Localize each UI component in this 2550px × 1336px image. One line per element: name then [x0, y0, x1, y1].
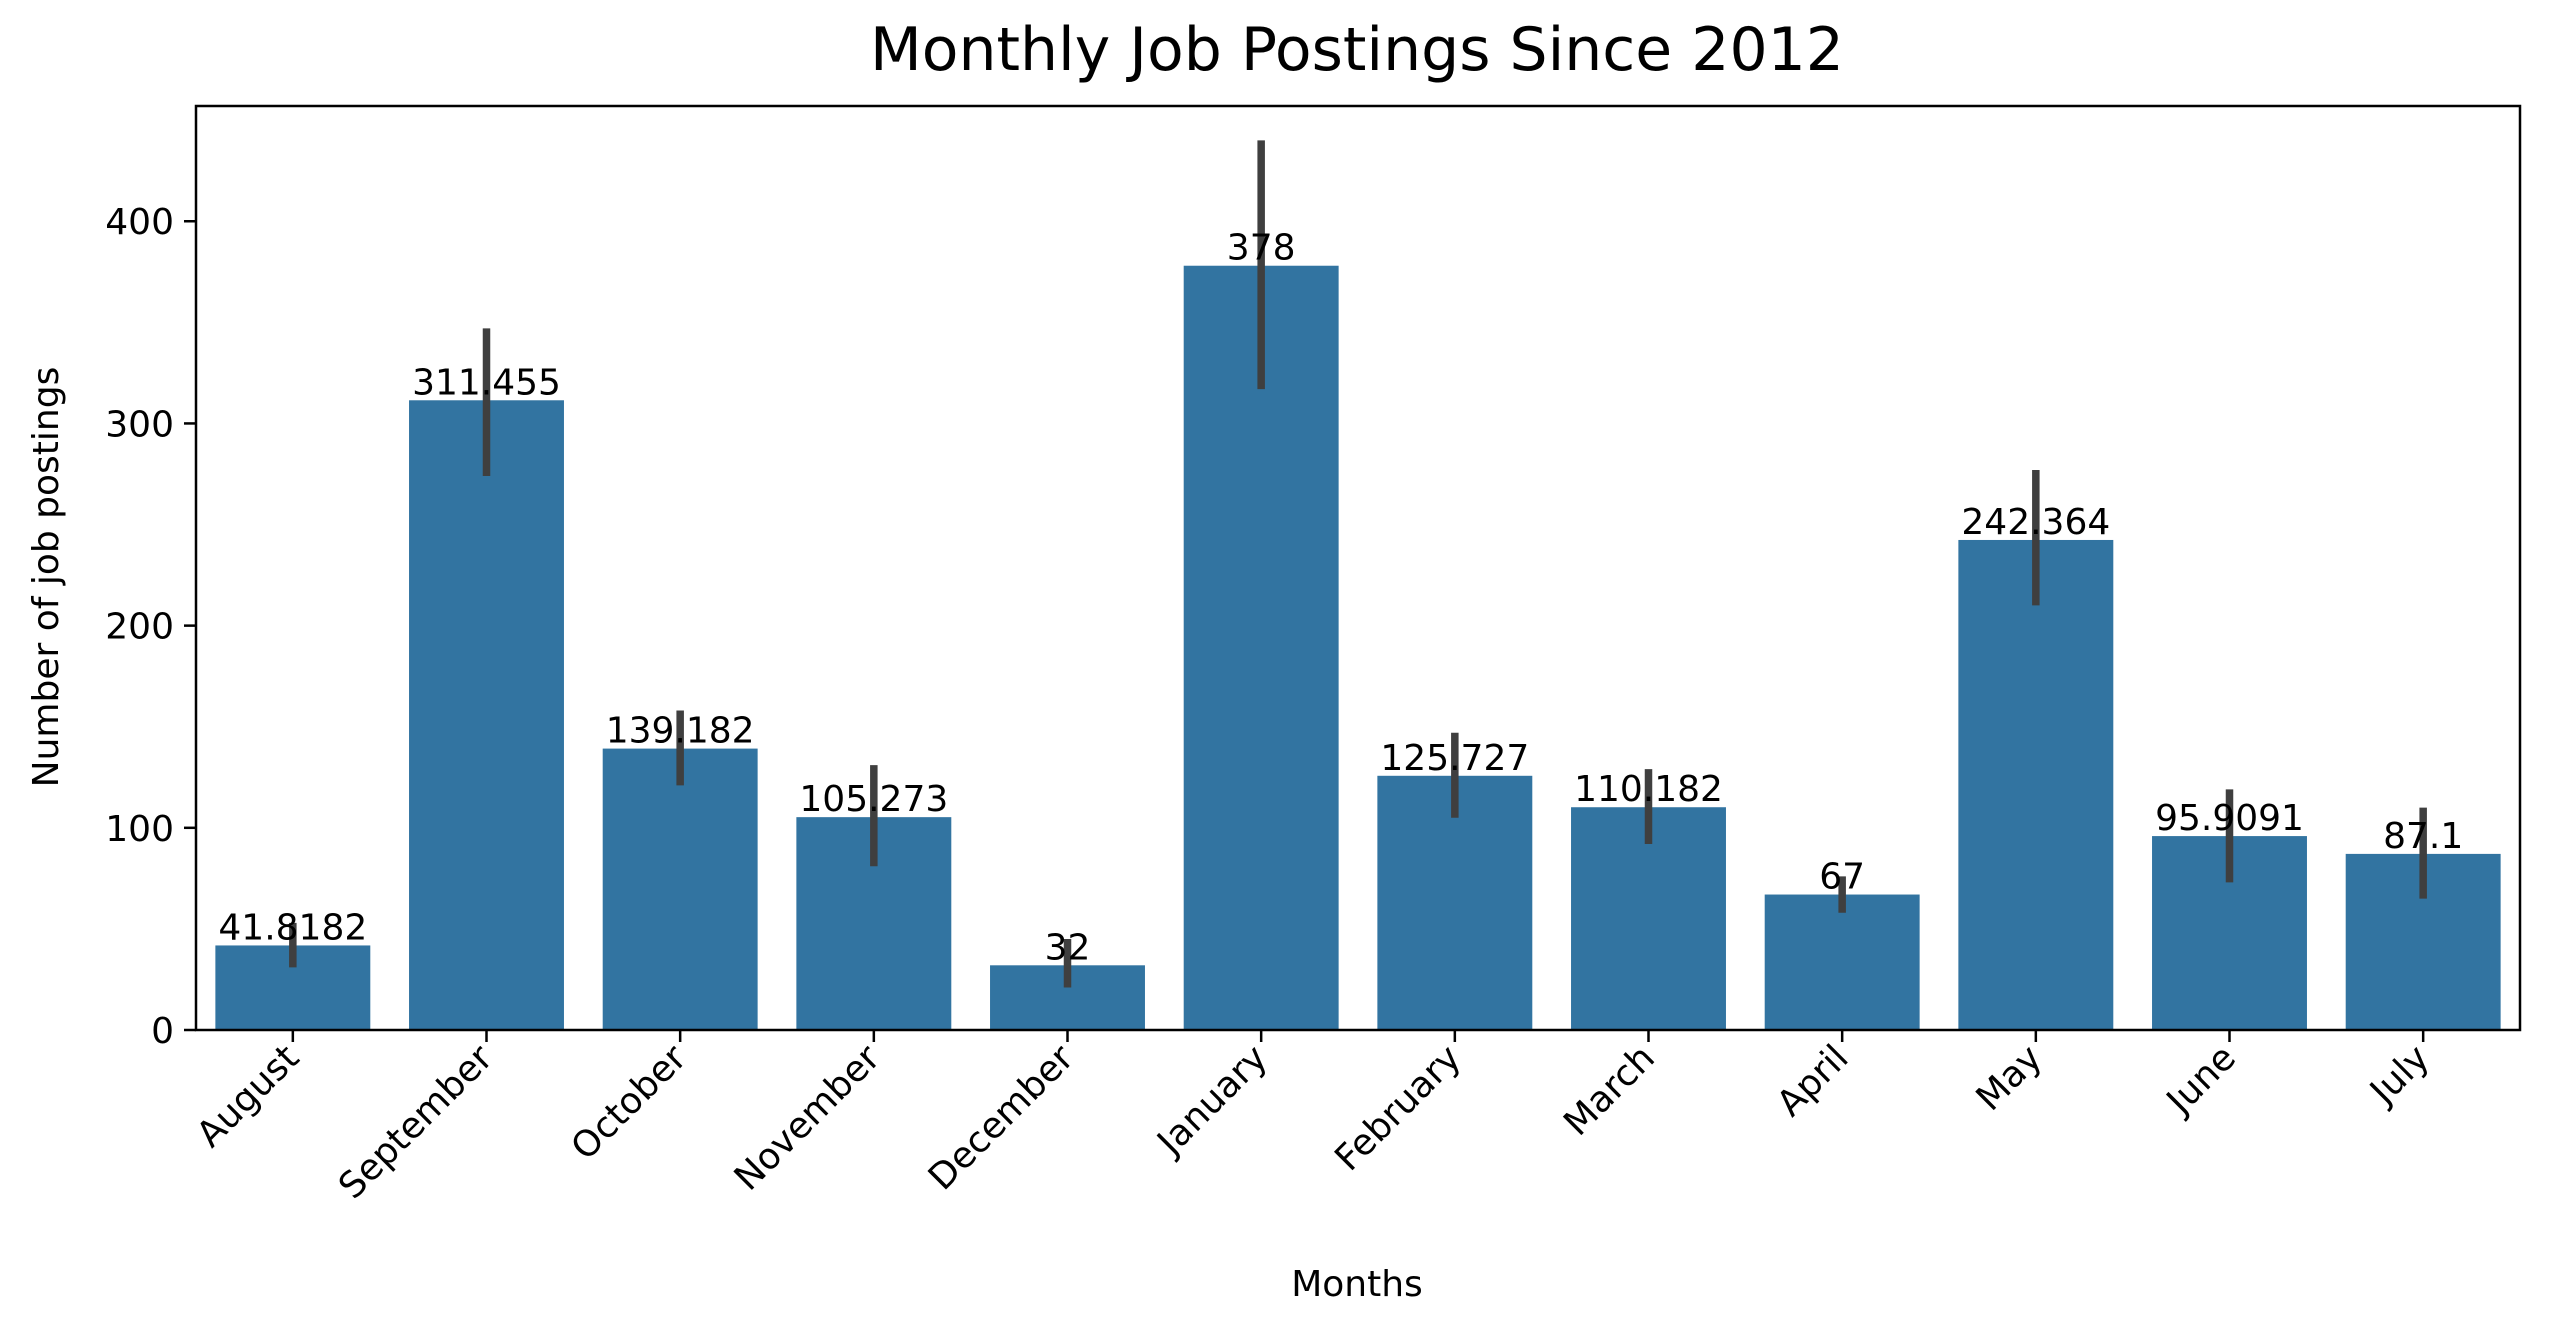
bar-value-label: 110.182 [1574, 769, 1723, 810]
bar-value-label: 125.727 [1380, 738, 1529, 779]
bar-september [409, 400, 564, 1030]
x-tick-label: July [2361, 1037, 2437, 1113]
bar-may [1958, 539, 2114, 1030]
chart-title: Monthly Job Postings Since 2012 [870, 15, 1844, 85]
x-tick-label: February [1327, 1037, 1469, 1179]
bar-value-label: 67 [1819, 857, 1865, 898]
y-tick-label: 200 [105, 607, 174, 648]
x-tick-label: January [1149, 1037, 1276, 1164]
bar-value-label: 242.364 [1961, 502, 2110, 543]
x-tick-label: October [564, 1037, 695, 1168]
x-tick-label: June [2158, 1037, 2244, 1123]
bar-value-label: 105.273 [799, 779, 948, 820]
bar-january [1183, 265, 1339, 1031]
y-tick-label: 400 [105, 202, 174, 243]
error-bars-layer [289, 140, 2427, 988]
bar-value-label: 41.8182 [218, 907, 367, 948]
y-axis-label: Number of job postings [26, 367, 67, 788]
plot-frame [194, 104, 2522, 1032]
bar-october [602, 748, 758, 1030]
bar-value-label: 32 [1045, 927, 1091, 968]
x-tick-label: December [921, 1037, 1082, 1198]
x-tick-label: May [1969, 1037, 2051, 1119]
y-tick-label: 100 [105, 809, 174, 850]
x-tick-label: September [331, 1037, 501, 1207]
bar-march [1571, 807, 1726, 1030]
bar-value-label: 311.455 [412, 362, 561, 403]
x-tick-label: August [189, 1037, 307, 1155]
bar-labels-layer: 41.8182 311.455 139.182 105.273 32 378 125.727… [218, 228, 2463, 969]
y-tick-label: 0 [151, 1011, 174, 1052]
bar-value-label: 95.9091 [2155, 798, 2304, 839]
bar-april [1764, 894, 1920, 1030]
bars-layer [215, 265, 2501, 1031]
x-axis: August September October November December Ja… [189, 1030, 2438, 1207]
x-tick-label: November [727, 1037, 889, 1199]
y-tick-label: 300 [105, 404, 174, 445]
x-tick-label: April [1769, 1037, 1856, 1124]
y-axis: 0 100 200 300 400 [105, 202, 196, 1052]
bar-value-label: 87.1 [2383, 816, 2463, 857]
bar-february [1377, 775, 1533, 1030]
x-tick-label: March [1556, 1037, 1663, 1144]
bar-value-label: 378 [1227, 228, 1296, 269]
x-axis-label: Months [1291, 1264, 1423, 1305]
bar-value-label: 139.182 [606, 711, 755, 752]
